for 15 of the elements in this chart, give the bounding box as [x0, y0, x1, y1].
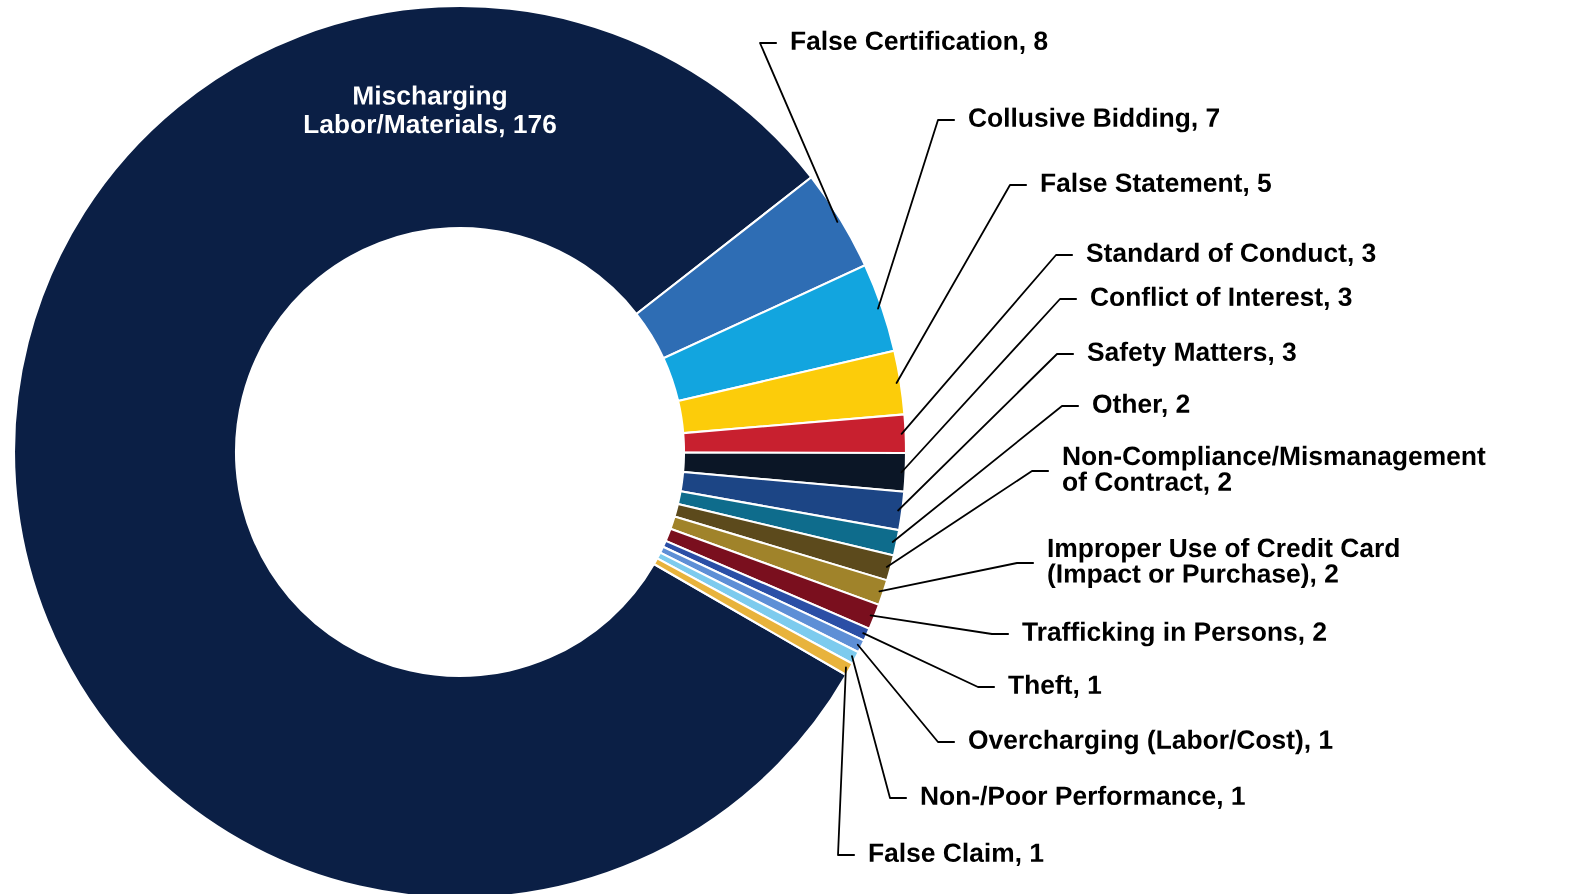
slice-label: Theft, 1	[1008, 674, 1102, 698]
slice-label: Trafficking in Persons, 2	[1022, 621, 1326, 647]
slice-label: Improper Use of Credit Card (Impact or Purchase), 2	[1048, 537, 1399, 589]
slice-label: Other, 2	[1093, 393, 1190, 417]
slice-label: False Claim, 1	[869, 842, 1044, 866]
slice-label: False Statement, 5	[1041, 172, 1271, 196]
slice-label: Safety Matters, 3	[1087, 341, 1296, 367]
slice-label: False Certification, 8	[791, 30, 1048, 54]
slice-label: Conflict of Interest, 3	[1091, 286, 1352, 310]
slice-label: Mischarging Labor/Materials, 176	[304, 85, 556, 138]
slice-label: Non-Compliance/Mismanagement of Contract, 2	[1063, 445, 1486, 495]
slice-label: Collusive Bidding, 7	[969, 107, 1220, 133]
slice-label: Overcharging (Labor/Cost), 1	[969, 729, 1333, 755]
slice-label: Standard of Conduct, 3	[1086, 242, 1376, 266]
slice-label: Non-/Poor Performance, 1	[921, 785, 1245, 809]
